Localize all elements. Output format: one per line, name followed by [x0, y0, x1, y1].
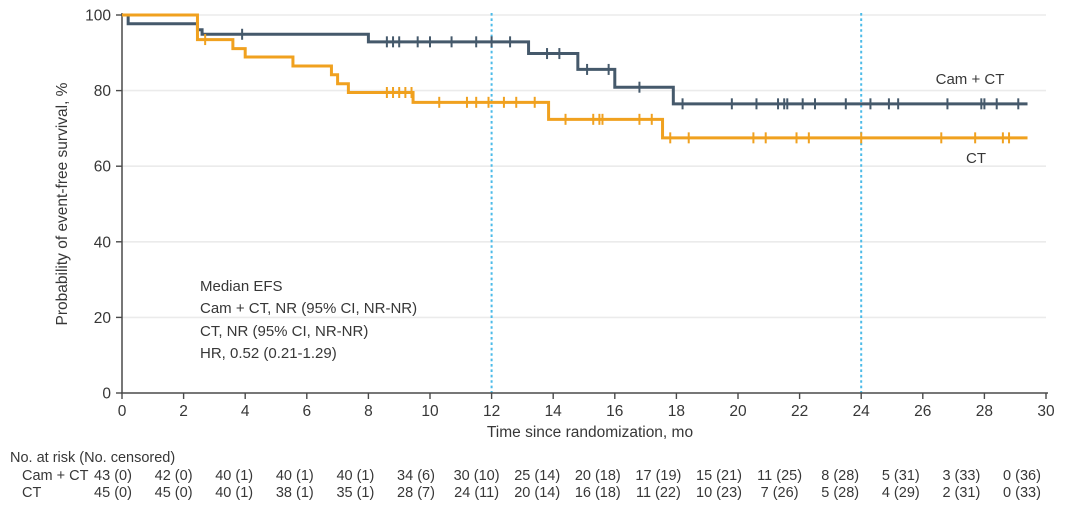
risk-cell: 4 (29) [881, 485, 920, 501]
risk-cell: 7 (26) [760, 485, 799, 501]
x-tick-label-12: 12 [483, 403, 500, 420]
annotation-line-4: HR, 0.52 (0.21-1.29) [200, 345, 337, 362]
risk-cell: 20 (14) [514, 485, 561, 501]
y-tick-label-0: 0 [102, 386, 111, 403]
annotation-line-3: CT, NR (95% CI, NR-NR) [200, 323, 368, 340]
km-curve-cam---ct [122, 13, 1028, 106]
risk-cell: 5 (31) [881, 468, 920, 484]
risk-cell: 28 (7) [397, 485, 435, 501]
y-tick-label-80: 80 [94, 83, 112, 100]
x-tick-label-18: 18 [668, 403, 685, 420]
risk-cell: 45 (0) [154, 485, 193, 501]
risk-cell: 25 (14) [514, 468, 561, 484]
risk-cell: 8 (28) [821, 468, 860, 484]
risk-cell: 38 (1) [275, 485, 314, 501]
risk-cell: 3 (33) [942, 468, 981, 484]
x-tick-label-2: 2 [179, 403, 188, 420]
risk-cell: 11 (25) [757, 468, 803, 484]
y-tick-label-60: 60 [94, 159, 112, 176]
risk-cell: 40 (1) [336, 468, 375, 484]
x-tick-label-10: 10 [421, 403, 439, 420]
x-tick-label-0: 0 [118, 403, 127, 420]
x-tick-label-22: 22 [791, 403, 808, 420]
risk-cell: 16 (18) [574, 485, 621, 501]
km-plot: 0 2 4 6 8 10 12 14 16 18 20 22 24 26 28 30020406080100 … [54, 8, 1055, 442]
risk-cell: 24 (11) [454, 485, 500, 501]
risk-cell: 10 (23) [696, 485, 742, 501]
risk-cell: 0 (33) [1003, 485, 1041, 501]
risk-cell: 45 (0) [94, 485, 132, 501]
curve-label-cam-ct: Cam + CT [936, 71, 1005, 88]
y-tick-label-40: 40 [94, 234, 112, 251]
risk-row-label-cam-ct: Cam + CT [22, 468, 89, 484]
median-efs-annotation: Median EFS Cam + CT, NR (95% CI, NR-NR) … [200, 278, 417, 362]
risk-cell: 0 (36) [1003, 468, 1041, 484]
risk-cell: 40 (1) [215, 485, 254, 501]
risk-cell: 17 (19) [635, 468, 682, 484]
x-tick-label-26: 26 [914, 403, 931, 420]
y-tick-label-20: 20 [94, 310, 112, 327]
x-axis-title: Time since randomization, mo [487, 424, 693, 441]
x-tick-label-24: 24 [853, 403, 871, 420]
annotation-line-2: Cam + CT, NR (95% CI, NR-NR) [200, 300, 417, 317]
y-tick-label-100: 100 [85, 8, 111, 25]
risk-table: No. at risk (No. censored) Cam + CT 43 (0… [0, 444, 1080, 519]
risk-cell: 34 (6) [397, 468, 435, 484]
risk-table-header: No. at risk (No. censored) [10, 450, 176, 466]
x-tick-label-6: 6 [302, 403, 311, 420]
risk-cell: 2 (31) [942, 485, 981, 501]
x-tick-label-14: 14 [545, 403, 563, 420]
x-tick-label-4: 4 [241, 403, 250, 420]
risk-cell: 43 (0) [94, 468, 132, 484]
x-tick-label-16: 16 [606, 403, 623, 420]
x-tick-label-28: 28 [976, 403, 993, 420]
risk-cell: 30 (10) [453, 468, 500, 484]
km-curve-ct [122, 13, 1028, 140]
x-tick-label-8: 8 [364, 403, 373, 420]
y-axis-title: Probability of event-free survival, % [54, 82, 71, 325]
x-tick-label-20: 20 [729, 403, 747, 420]
x-tick-label-30: 30 [1037, 403, 1055, 420]
risk-cell: 40 (1) [275, 468, 314, 484]
risk-cell: 20 (18) [574, 468, 621, 484]
risk-cell: 35 (1) [336, 485, 375, 501]
risk-row-label-ct: CT [22, 485, 42, 501]
risk-cell: 42 (0) [154, 468, 193, 484]
risk-cell: 11 (22) [635, 485, 681, 501]
risk-cell: 40 (1) [215, 468, 254, 484]
curve-label-ct: CT [966, 150, 986, 167]
risk-cell: 5 (28) [821, 485, 860, 501]
risk-cell: 15 (21) [696, 468, 742, 484]
annotation-line-1: Median EFS [200, 278, 283, 295]
